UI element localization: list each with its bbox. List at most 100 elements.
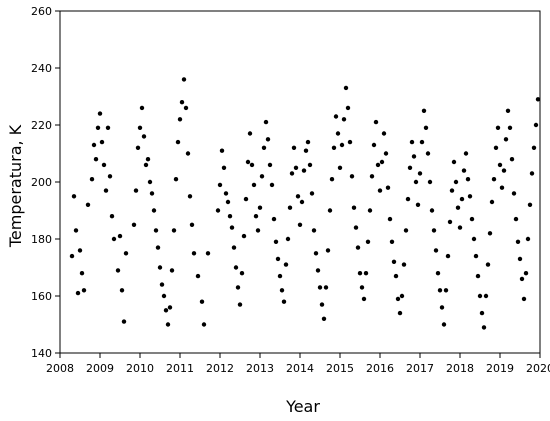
data-point: [93, 157, 99, 162]
data-point: [501, 168, 507, 173]
data-point: [259, 174, 265, 179]
data-point: [247, 131, 253, 136]
data-point: [251, 182, 257, 188]
data-point: [155, 245, 161, 250]
x-tick-label: 2012: [206, 362, 234, 375]
data-point: [443, 288, 449, 293]
data-point: [365, 239, 371, 244]
data-point: [321, 316, 327, 321]
data-point: [105, 125, 111, 130]
data-point: [237, 302, 243, 307]
data-point: [417, 171, 423, 176]
data-point: [217, 182, 223, 188]
data-point: [345, 105, 351, 111]
data-point: [131, 222, 137, 227]
data-point: [243, 196, 249, 202]
data-point: [187, 194, 193, 199]
data-point: [249, 162, 255, 168]
data-point: [227, 214, 233, 219]
x-tick-label: 2010: [126, 362, 154, 375]
data-point: [463, 151, 469, 156]
data-point: [461, 168, 467, 173]
data-point: [219, 148, 225, 153]
data-point: [429, 208, 435, 213]
data-point: [507, 125, 513, 130]
data-point: [521, 296, 527, 302]
data-point: [305, 139, 311, 145]
data-point: [333, 114, 339, 119]
data-point: [289, 171, 295, 176]
x-tick-label: 2018: [446, 362, 474, 375]
data-point: [415, 202, 421, 207]
data-point: [525, 236, 531, 242]
data-point: [205, 251, 211, 256]
data-point: [235, 285, 241, 290]
data-point: [157, 265, 163, 270]
data-point: [279, 288, 285, 293]
data-point: [221, 165, 227, 170]
data-point: [161, 293, 167, 299]
data-point: [311, 228, 317, 233]
data-point: [379, 159, 385, 165]
data-point: [351, 205, 357, 210]
data-point: [359, 285, 365, 290]
data-point: [495, 125, 501, 130]
data-point: [469, 216, 475, 222]
data-point: [75, 290, 81, 296]
data-point: [73, 228, 79, 233]
x-tick-label: 2009: [86, 362, 114, 375]
data-point: [319, 302, 325, 307]
data-point: [341, 117, 347, 122]
data-point: [497, 162, 503, 168]
data-point: [419, 139, 425, 145]
data-point: [149, 191, 155, 196]
data-point: [393, 273, 399, 279]
data-point: [401, 262, 407, 267]
data-point: [297, 222, 303, 227]
data-point: [85, 202, 91, 207]
y-tick-label: 220: [31, 119, 52, 132]
data-point: [357, 271, 363, 276]
data-point: [229, 225, 235, 230]
data-point: [337, 165, 343, 170]
data-point: [343, 85, 349, 91]
data-point: [153, 228, 159, 233]
data-point: [283, 262, 289, 267]
data-point: [119, 288, 125, 293]
data-point: [195, 273, 201, 279]
data-point: [465, 177, 471, 182]
data-point: [89, 177, 95, 182]
y-axis-title: Temperatura, K: [6, 124, 25, 248]
data-point: [347, 139, 353, 145]
data-point: [275, 256, 281, 262]
x-tick-label: 2019: [486, 362, 514, 375]
data-point: [529, 171, 535, 176]
data-point: [141, 134, 147, 139]
data-point: [183, 105, 189, 111]
data-point: [367, 208, 373, 213]
data-point: [173, 177, 179, 182]
data-point: [287, 205, 293, 210]
data-point: [139, 105, 145, 111]
data-point: [159, 282, 165, 287]
data-point: [309, 191, 315, 196]
data-point: [223, 191, 229, 196]
data-point: [519, 276, 525, 282]
data-point: [95, 125, 101, 130]
data-point: [179, 100, 185, 105]
data-point: [177, 117, 183, 122]
data-point: [185, 151, 191, 156]
data-point: [295, 194, 301, 199]
data-point: [399, 293, 405, 299]
data-point: [355, 245, 361, 250]
data-point: [239, 271, 245, 276]
data-point: [475, 273, 481, 279]
data-point: [445, 253, 451, 259]
data-point: [231, 245, 237, 250]
data-point: [137, 125, 143, 130]
y-tick-label: 240: [31, 62, 52, 75]
data-point: [303, 148, 309, 153]
data-point: [313, 251, 319, 256]
data-point: [263, 119, 269, 125]
data-point: [123, 251, 129, 256]
